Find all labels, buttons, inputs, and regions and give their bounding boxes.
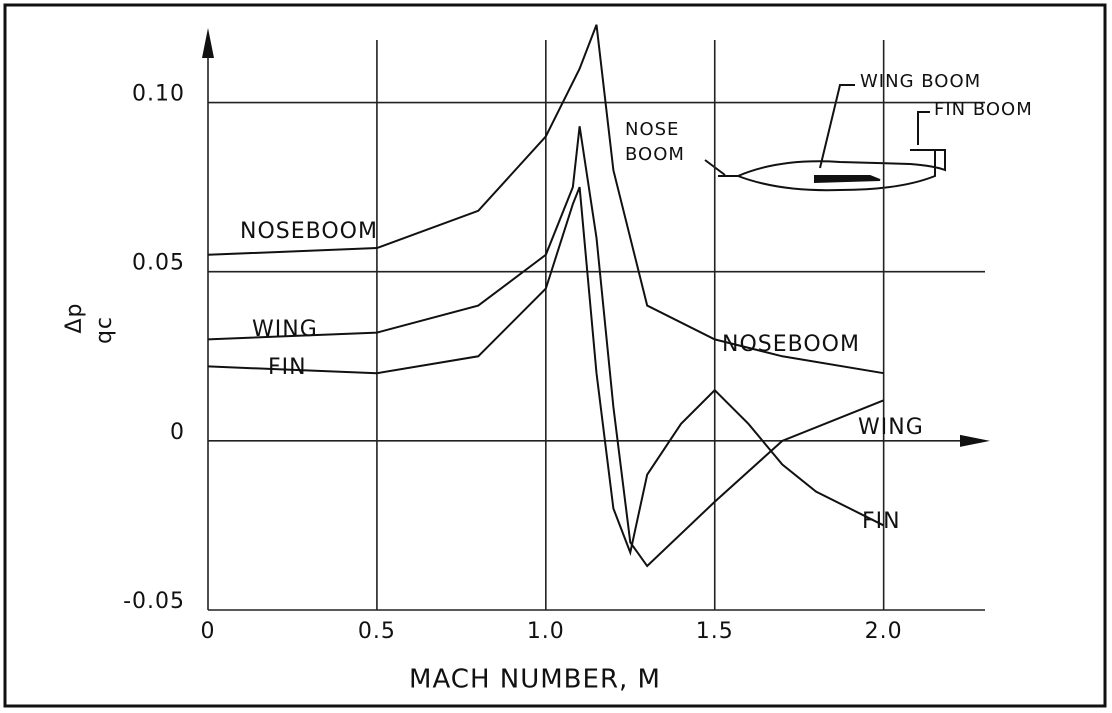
annotation: WING xyxy=(858,415,924,440)
y-tick-label: 0 xyxy=(170,420,185,445)
inset-label: FIN BOOM xyxy=(934,99,1033,120)
wing xyxy=(814,175,881,184)
y-axis-label: qc xyxy=(92,316,117,344)
x-tick-label: 0 xyxy=(201,619,216,644)
inset-label: NOSE xyxy=(625,119,679,140)
x-axis-label: MACH NUMBER, M xyxy=(409,665,661,695)
fin-leader xyxy=(917,111,930,145)
series-line xyxy=(207,24,884,375)
frame xyxy=(3,3,1107,708)
annotation: NOSEBOOM xyxy=(722,332,860,357)
y-tick-label: -0.05 xyxy=(123,589,185,614)
x-tick-label: 2.0 xyxy=(865,619,903,644)
inset-label: BOOM xyxy=(625,144,685,165)
series-label: NOSEBOOM xyxy=(240,219,378,244)
y-tick-label: 0.10 xyxy=(132,82,185,107)
annotation: FIN xyxy=(862,509,901,534)
wing-leader xyxy=(819,84,855,169)
inset-label: WING BOOM xyxy=(860,71,981,92)
y-axis-arrow xyxy=(202,28,214,58)
x-tick-label: 0.5 xyxy=(358,619,396,644)
series-line xyxy=(207,186,885,556)
fuselage xyxy=(735,149,946,192)
series-label: FIN xyxy=(268,355,307,380)
series-label: WING xyxy=(252,317,318,342)
x-axis-arrow xyxy=(960,434,990,447)
y-axis-label: Δp xyxy=(62,302,87,333)
series-line xyxy=(207,126,885,568)
x-tick-label: 1.0 xyxy=(527,619,565,644)
y-tick-label: 0.05 xyxy=(132,251,185,276)
inset-aircraft xyxy=(704,84,946,192)
x-tick-label: 1.5 xyxy=(696,619,734,644)
